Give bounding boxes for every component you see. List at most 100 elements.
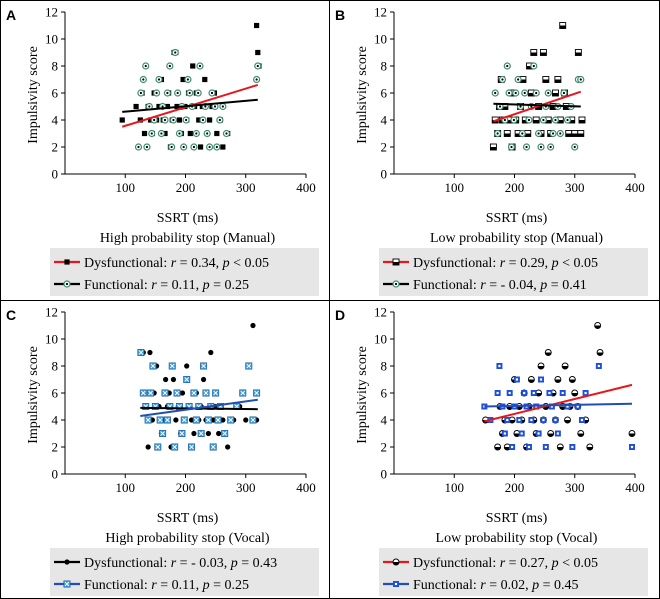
y-tick-label: 12 [374, 305, 387, 320]
x-tick-label: 300 [236, 480, 256, 495]
data-point [147, 389, 155, 397]
data-point [521, 89, 529, 97]
data-point [137, 348, 145, 357]
y-axis-label: Impulsivity score [355, 346, 370, 444]
legend-background [50, 548, 319, 596]
data-point [220, 417, 226, 423]
data-point [582, 390, 589, 396]
panel-label: A [6, 7, 16, 23]
data-point [207, 117, 213, 123]
data-point [530, 390, 537, 396]
data-point [203, 129, 211, 138]
x-tick-label: 100 [116, 180, 136, 195]
data-point [530, 49, 538, 56]
fit-line-functional [484, 402, 633, 408]
data-point [161, 116, 169, 124]
data-point [200, 362, 208, 370]
legend-background [379, 548, 648, 596]
legend: Dysfunctional: r = 0.34, p < 0.05 Functio… [50, 248, 319, 296]
data-point [205, 430, 211, 437]
data-point [157, 129, 165, 138]
data-point [540, 417, 547, 423]
legend: Dysfunctional: r = - 0.03, p = 0.43 Funct… [50, 548, 319, 596]
data-point [510, 116, 518, 124]
data-point [164, 103, 171, 110]
data-point [595, 363, 602, 369]
y-tick-label: 6 [52, 386, 59, 401]
x-tick-label: 300 [565, 180, 585, 195]
y-tick-label: 10 [374, 32, 387, 47]
data-point [212, 389, 220, 397]
data-point [227, 416, 235, 424]
data-point [222, 129, 231, 138]
data-point [200, 376, 207, 383]
x-tick-label: 200 [176, 480, 196, 495]
data-point [489, 143, 497, 151]
y-tick-label: 0 [52, 467, 59, 482]
data-point [560, 89, 568, 97]
y-tick-label: 8 [381, 59, 388, 74]
y-tick-label: 8 [381, 359, 388, 374]
legend-background [379, 248, 648, 296]
data-point [564, 403, 571, 410]
y-tick-label: 12 [45, 5, 58, 20]
data-point [155, 75, 163, 84]
legend-text: Dysfunctional: r = 0.29, p < 0.05 [413, 256, 598, 271]
y-tick-label: 6 [381, 86, 388, 101]
data-point [197, 429, 205, 438]
legend-text: Functional: r = 0.11, p = 0.25 [84, 578, 249, 593]
data-point [565, 130, 573, 137]
data-point [551, 116, 560, 124]
y-tick-label: 6 [52, 86, 59, 101]
data-point [204, 416, 212, 424]
y-tick-label: 0 [381, 167, 388, 182]
data-point [190, 63, 196, 69]
data-point [556, 443, 564, 451]
data-point [147, 117, 154, 123]
data-point [192, 129, 200, 138]
data-point [574, 49, 582, 56]
x-tick-label: 100 [445, 480, 465, 495]
data-point [535, 430, 542, 437]
legend-item-functional: Functional: r = 0.02, p = 0.45 [383, 578, 579, 593]
data-point [561, 362, 569, 370]
data-point [532, 89, 540, 97]
data-point [216, 430, 222, 437]
legend: Dysfunctional: r = 0.29, p < 0.05 Functio… [379, 248, 648, 296]
data-point [544, 349, 552, 356]
data-point [206, 143, 214, 151]
data-point [252, 75, 261, 84]
x-tick-label: 400 [296, 480, 316, 495]
data-point [537, 362, 545, 370]
data-point [147, 349, 153, 356]
data-point [491, 89, 499, 97]
x-tick-label: 300 [236, 180, 256, 195]
panel-label: C [6, 307, 16, 323]
data-point [133, 103, 139, 110]
data-point [187, 130, 193, 137]
data-point [137, 117, 143, 123]
data-point [196, 117, 202, 123]
data-point [547, 430, 555, 437]
data-point [168, 362, 176, 370]
data-point [556, 129, 564, 138]
legend-item-dysfunctional: Dysfunctional: r = 0.34, p < 0.05 [54, 256, 269, 271]
data-point [209, 443, 217, 451]
data-point [142, 62, 150, 70]
data-point [152, 89, 161, 97]
data-point [214, 130, 220, 137]
data-point [208, 349, 214, 356]
data-point [163, 89, 172, 97]
fit-line-dysfunctional [484, 383, 633, 423]
x-tick-label: 100 [116, 480, 136, 495]
data-point [577, 75, 585, 84]
legend-text: Functional: r = 0.11, p = 0.25 [84, 278, 249, 293]
data-point [516, 417, 523, 423]
data-point [171, 443, 179, 451]
data-point [571, 130, 579, 137]
legend-marker-swatch [63, 580, 71, 588]
data-point [197, 144, 204, 150]
data-point [532, 116, 540, 124]
data-point [503, 130, 511, 137]
y-tick-label: 2 [381, 140, 388, 155]
